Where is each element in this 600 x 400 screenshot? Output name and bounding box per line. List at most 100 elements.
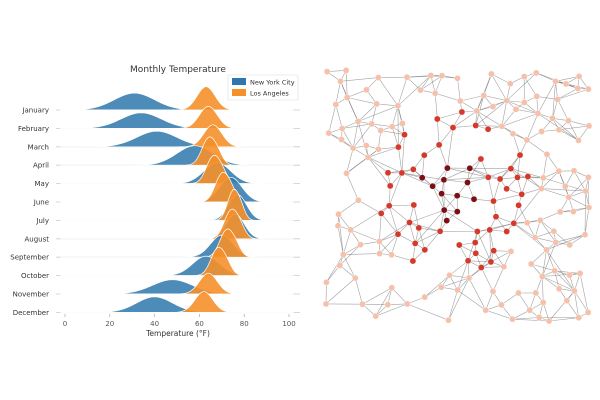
graph-edge [554, 270, 575, 292]
graph-edge [409, 222, 416, 244]
graph-edge [475, 100, 507, 126]
graph-node [368, 120, 376, 128]
graph-node [515, 289, 522, 297]
graph-node [339, 251, 347, 258]
graph-node [454, 74, 461, 82]
graph-node [363, 86, 370, 94]
graph-edge [380, 213, 399, 235]
graph-node [510, 219, 518, 227]
graph-edge [397, 105, 405, 135]
graph-edge [401, 134, 405, 173]
graph-node [406, 219, 413, 226]
graph-edge [555, 81, 589, 90]
graph-edge [517, 155, 521, 178]
graph-node [456, 97, 464, 105]
graph-edge [355, 278, 363, 305]
graph-edge [367, 157, 403, 174]
graph-edge [481, 250, 494, 268]
graph-node [347, 226, 355, 234]
graph-edge [346, 148, 354, 174]
la-density-november [60, 272, 294, 295]
graph-node [506, 80, 514, 88]
x-axis: 0 20 40 60 80 100 [63, 314, 296, 328]
graph-edge [397, 77, 408, 106]
graph-node [570, 208, 577, 215]
graph-node [545, 317, 553, 325]
graph-edge [543, 154, 548, 178]
graph-node [385, 202, 393, 210]
graph-node [585, 174, 592, 181]
graph-node [565, 193, 572, 201]
graph-node [464, 257, 472, 265]
graph-edge [378, 146, 399, 150]
graph-edge [335, 104, 343, 129]
x-tick-label: 60 [195, 320, 204, 328]
chart-title: Monthly Temperature [130, 65, 226, 75]
graph-node [498, 301, 505, 309]
graph-edge [488, 168, 512, 178]
graph-edge [553, 231, 570, 246]
graph-edge [389, 205, 410, 223]
graph-node [372, 312, 380, 320]
graph-edge [326, 254, 344, 283]
graph-node [477, 264, 485, 271]
graph-node [375, 74, 382, 81]
graph-edge [481, 266, 504, 268]
graph-node [554, 96, 561, 103]
graph-node [322, 300, 330, 308]
graph-edge [443, 177, 489, 181]
graph-edge [362, 303, 388, 305]
ridge-row-september [56, 228, 300, 258]
graph-edge [371, 123, 393, 127]
graph-edge [391, 105, 399, 127]
graph-edge [530, 249, 547, 265]
graph-edge [340, 81, 359, 122]
month-label: October [21, 272, 49, 280]
graph-node [535, 314, 543, 321]
graph-edge [346, 173, 359, 201]
graph-node [561, 183, 569, 190]
graph-node [472, 122, 479, 129]
graph-edge [477, 223, 514, 232]
graph-edge [379, 213, 382, 242]
graph-node [576, 270, 584, 277]
x-tick-label: 40 [150, 320, 159, 328]
graph-edge [432, 186, 445, 211]
graph-edge [568, 120, 579, 141]
graph-edge [493, 178, 501, 202]
graph-node [421, 293, 428, 301]
graph-node [489, 103, 497, 110]
nyc-density-june [60, 176, 294, 203]
la-density-february [60, 105, 294, 129]
graph-node [509, 315, 516, 323]
graph-edge [343, 253, 380, 255]
graph-node [357, 241, 364, 248]
graph-edge [432, 167, 448, 187]
graph-edge [357, 121, 369, 158]
graph-edge [542, 276, 544, 303]
graph-edge [358, 200, 382, 214]
graph-node [438, 72, 446, 80]
graph-edge [501, 113, 539, 127]
graph-node [503, 97, 510, 104]
graph-edge [340, 77, 379, 82]
graph-node [471, 239, 479, 246]
graph-node [503, 185, 510, 193]
graph-edge [339, 265, 356, 279]
graph-node [552, 238, 559, 246]
graph-node [427, 72, 435, 79]
la-density-january [60, 86, 294, 111]
graph-edge [328, 104, 337, 134]
graph-node [486, 226, 493, 234]
graph-node [470, 195, 478, 203]
graph-node [388, 123, 396, 130]
graph-edge [350, 229, 380, 242]
graph-node [539, 174, 547, 182]
graph-node [395, 143, 402, 151]
graph-node [526, 306, 533, 314]
graph-node [349, 144, 357, 152]
graph-edge [518, 292, 530, 311]
graph-edge [388, 172, 403, 206]
network-graph [322, 67, 593, 325]
graph-edge [452, 125, 476, 128]
